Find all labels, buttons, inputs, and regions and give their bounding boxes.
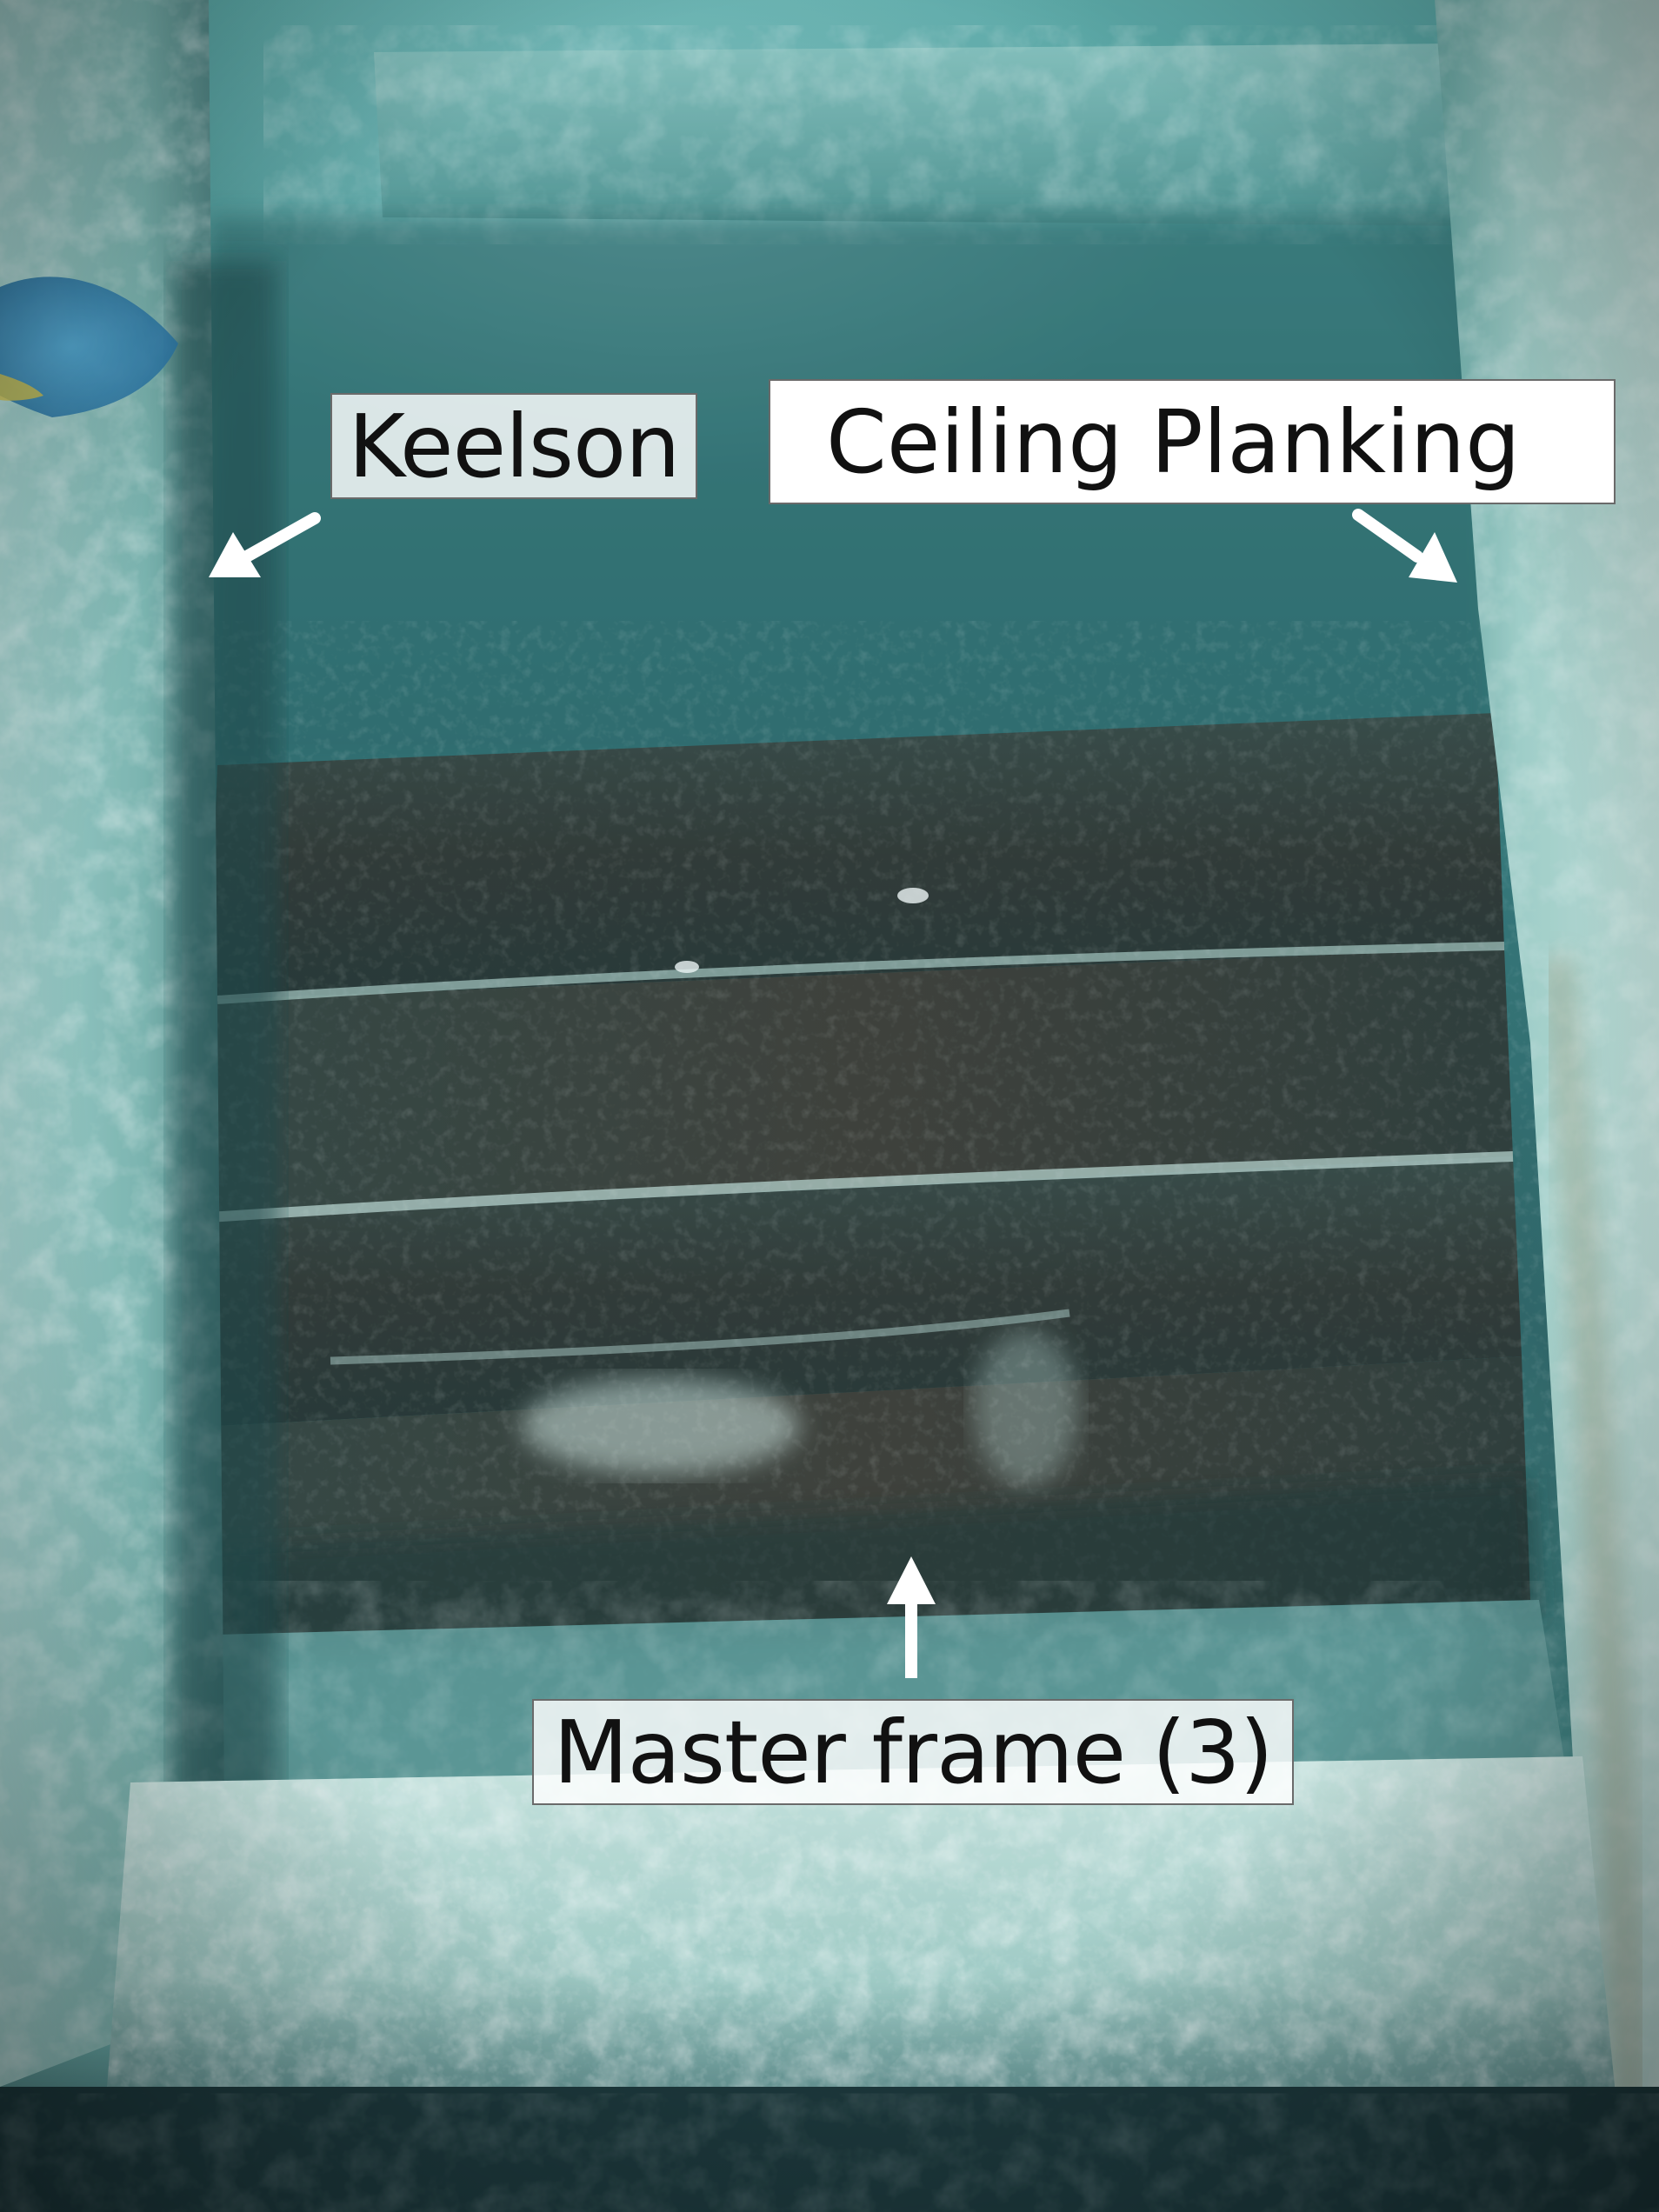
ceiling-planking-arrow (1352, 509, 1457, 583)
keelson-label: Keelson (330, 393, 697, 499)
master-frame-label: Master frame (3) (532, 1699, 1294, 1805)
keelson-arrow (209, 512, 321, 577)
master-frame-arrow (887, 1556, 936, 1678)
ceiling-planking-label: Ceiling Planking (769, 379, 1616, 504)
